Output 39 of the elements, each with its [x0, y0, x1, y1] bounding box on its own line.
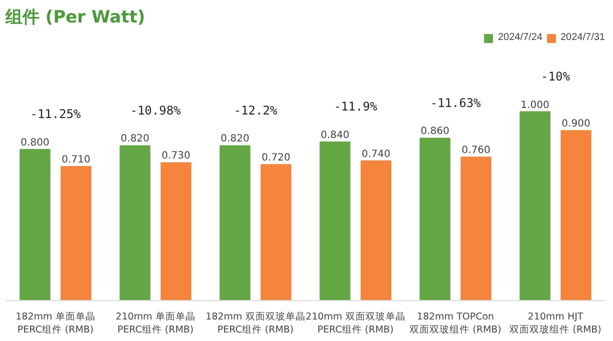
- x-tick-label: 182mm TOPCon 双面双玻组件 (RMB): [410, 312, 502, 336]
- bar: [420, 138, 450, 300]
- text: -10%: [541, 69, 571, 84]
- annotation: -11.25%: [30, 107, 82, 122]
- text: 0.730: [162, 150, 190, 162]
- bar: [60, 166, 92, 300]
- x-tick-label: 210mm 双面双玻单晶 PERC组件 (RMB): [306, 310, 406, 336]
- bar: [520, 111, 550, 300]
- bar: [360, 160, 392, 300]
- text: 1.000: [520, 100, 550, 111]
- x-tick-label: 210mm 单面单晶 PERC组件 (RMB): [116, 310, 196, 336]
- text: 0.820: [120, 134, 150, 145]
- bar: [560, 130, 592, 300]
- text: 0.740: [362, 148, 390, 160]
- bar: [160, 162, 192, 300]
- text: 0.760: [462, 145, 490, 156]
- bar: [20, 149, 50, 300]
- x-tick-label: 182mm 双面双玻单晶 PERC组件 (RMB): [206, 310, 306, 336]
- legend-label: 2024/7/31: [560, 32, 605, 43]
- bar: [260, 164, 292, 300]
- text: 0.820: [220, 134, 250, 145]
- legend-label: 2024/7/24: [498, 32, 542, 43]
- text: 0.800: [20, 138, 50, 149]
- bar: [120, 145, 150, 300]
- x-tick-label: 210mm HJT 双面双玻组件 (RMB): [510, 312, 602, 336]
- bar: [320, 141, 350, 300]
- text: 0.900: [562, 118, 590, 130]
- x-tick-label: 182mm 单面单晶 PERC组件 (RMB): [16, 310, 96, 336]
- bar: [220, 145, 250, 300]
- chart-title: 组件 (Per Watt): [4, 8, 146, 28]
- bar: [460, 156, 492, 300]
- annotation: -10.98%: [130, 103, 182, 118]
- text: 0.720: [262, 152, 290, 164]
- annotation: -11.9%: [334, 100, 378, 114]
- annotation: -12.2%: [234, 103, 278, 118]
- text: 0.710: [62, 154, 90, 166]
- text: 0.860: [420, 126, 450, 138]
- text: 0.840: [320, 130, 350, 141]
- text: -11.63%: [430, 96, 482, 110]
